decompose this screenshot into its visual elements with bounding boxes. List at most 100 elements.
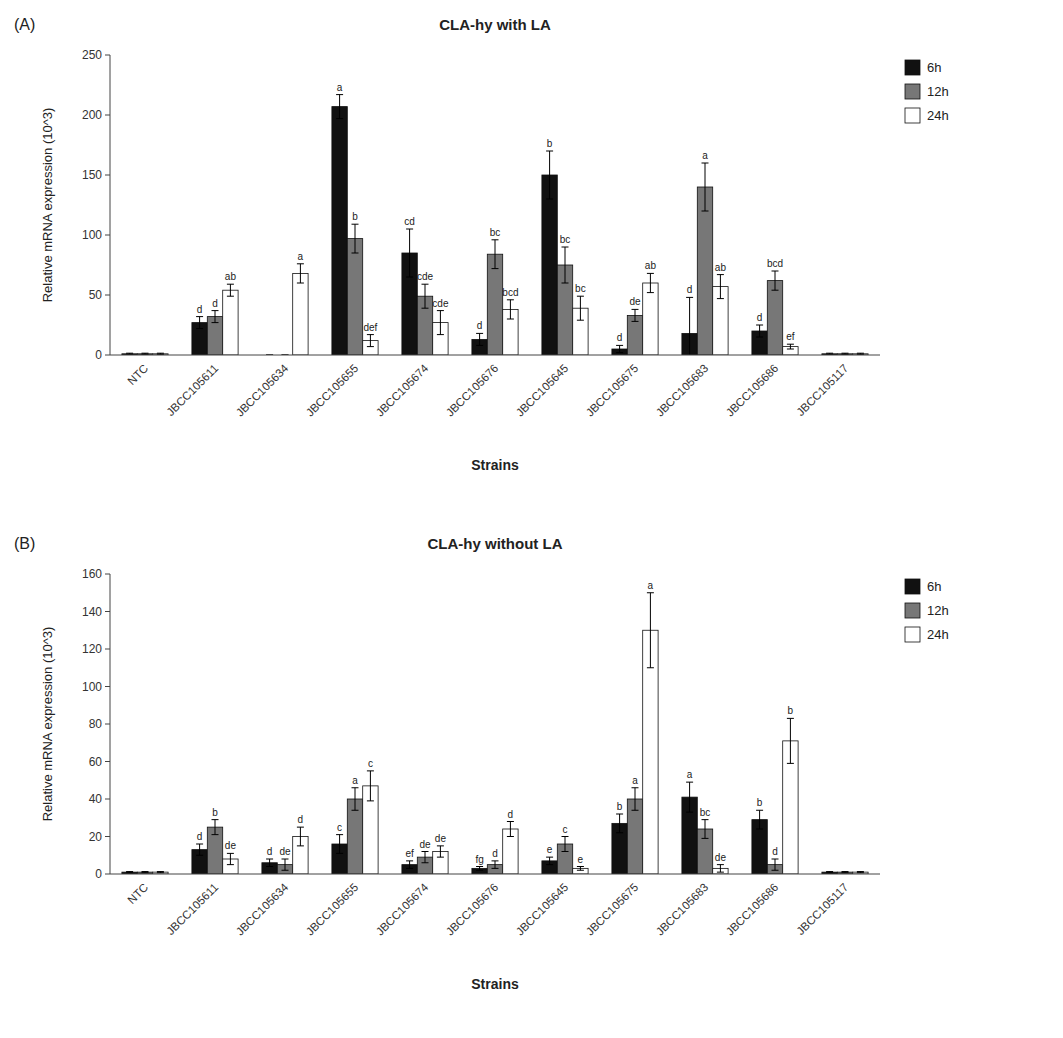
- error-cap: [282, 859, 289, 860]
- error-cap: [476, 345, 483, 346]
- error-bar: [787, 718, 794, 763]
- x-axis-label: Strains: [471, 457, 519, 473]
- legend-swatch: [905, 108, 920, 123]
- error-line: [285, 859, 286, 870]
- error-cap: [336, 94, 343, 95]
- significance-label: bc: [700, 807, 711, 818]
- x-tick-label: JBCC105676: [444, 881, 501, 938]
- y-tick-label: 120: [82, 642, 102, 656]
- error-cap: [546, 864, 553, 865]
- significance-label: a: [298, 251, 304, 262]
- error-line: [230, 853, 231, 864]
- x-tick-label: JBCC105686: [724, 881, 781, 938]
- error-bar: [422, 852, 429, 863]
- error-cap: [857, 353, 864, 354]
- error-cap: [546, 857, 553, 858]
- error-cap: [857, 872, 864, 873]
- error-cap: [577, 870, 584, 871]
- panel-label: (B): [14, 535, 35, 552]
- error-line: [635, 309, 636, 321]
- plot-area: [122, 95, 868, 355]
- significance-label: ab: [715, 262, 727, 273]
- error-bar: [562, 247, 569, 283]
- error-cap: [336, 118, 343, 119]
- error-bar: [857, 872, 864, 873]
- error-line: [790, 718, 791, 763]
- bar: [542, 175, 557, 355]
- x-tick-label: NTC: [125, 362, 150, 387]
- error-line: [479, 867, 480, 871]
- error-line: [510, 822, 511, 837]
- bar: [223, 290, 238, 355]
- significance-label: e: [547, 844, 553, 855]
- error-cap: [367, 346, 374, 347]
- error-line: [689, 297, 690, 355]
- error-cap: [686, 782, 693, 783]
- error-cap: [702, 211, 709, 212]
- y-tick: [105, 355, 110, 356]
- error-cap: [476, 866, 483, 867]
- error-cap: [227, 864, 234, 865]
- error-line: [720, 275, 721, 299]
- error-cap: [406, 277, 413, 278]
- significance-label: c: [563, 824, 568, 835]
- significance-label: a: [687, 769, 693, 780]
- error-line: [775, 859, 776, 870]
- error-cap: [297, 827, 304, 828]
- error-bar: [212, 820, 219, 835]
- error-cap: [142, 872, 149, 873]
- significance-label: d: [212, 298, 218, 309]
- significance-label: de: [629, 296, 641, 307]
- x-tick-label: JBCC105674: [374, 362, 431, 419]
- y-tick-label: 0: [95, 867, 102, 881]
- error-bar: [577, 867, 584, 871]
- error-bar: [126, 353, 133, 354]
- error-cap: [787, 344, 794, 345]
- error-cap: [577, 866, 584, 867]
- background: [0, 0, 1063, 1038]
- x-tick-label: JBCC105117: [794, 362, 850, 418]
- y-tick-label: 0: [95, 348, 102, 362]
- significance-label: d: [757, 312, 763, 323]
- error-line: [619, 814, 620, 833]
- significance-label: d: [617, 332, 623, 343]
- legend-label: 12h: [927, 603, 949, 618]
- error-cap: [126, 871, 133, 872]
- error-cap: [772, 870, 779, 871]
- error-line: [635, 788, 636, 811]
- bar: [627, 799, 642, 874]
- error-line: [479, 333, 480, 345]
- error-cap: [492, 239, 499, 240]
- error-cap: [422, 851, 429, 852]
- error-line: [370, 335, 371, 347]
- significance-label: de: [419, 839, 431, 850]
- chart-title: CLA-hy without LA: [428, 535, 563, 552]
- chart-title: CLA-hy with LA: [439, 16, 551, 33]
- legend-swatch: [905, 627, 920, 642]
- error-cap: [336, 853, 343, 854]
- error-bar: [772, 271, 779, 290]
- error-bar: [126, 872, 133, 873]
- error-line: [759, 325, 760, 337]
- error-line: [440, 311, 441, 335]
- error-cap: [616, 345, 623, 346]
- error-cap: [227, 284, 234, 285]
- y-tick: [105, 874, 110, 875]
- x-tick-label: JBCC105645: [514, 881, 571, 938]
- x-tick-label: JBCC105683: [654, 881, 711, 938]
- error-bar: [367, 335, 374, 347]
- error-line: [425, 852, 426, 863]
- legend-swatch: [905, 60, 920, 75]
- panel: (A)CLA-hy with LA050100150200250Relative…: [14, 16, 949, 473]
- error-cap: [632, 321, 639, 322]
- error-cap: [717, 864, 724, 865]
- significance-label: e: [578, 854, 584, 865]
- legend-label: 24h: [927, 108, 949, 123]
- error-cap: [212, 322, 219, 323]
- error-cap: [842, 871, 849, 872]
- error-cap: [842, 353, 849, 354]
- error-bar: [157, 872, 164, 873]
- error-cap: [756, 337, 763, 338]
- error-cap: [632, 309, 639, 310]
- error-bar: [352, 224, 359, 253]
